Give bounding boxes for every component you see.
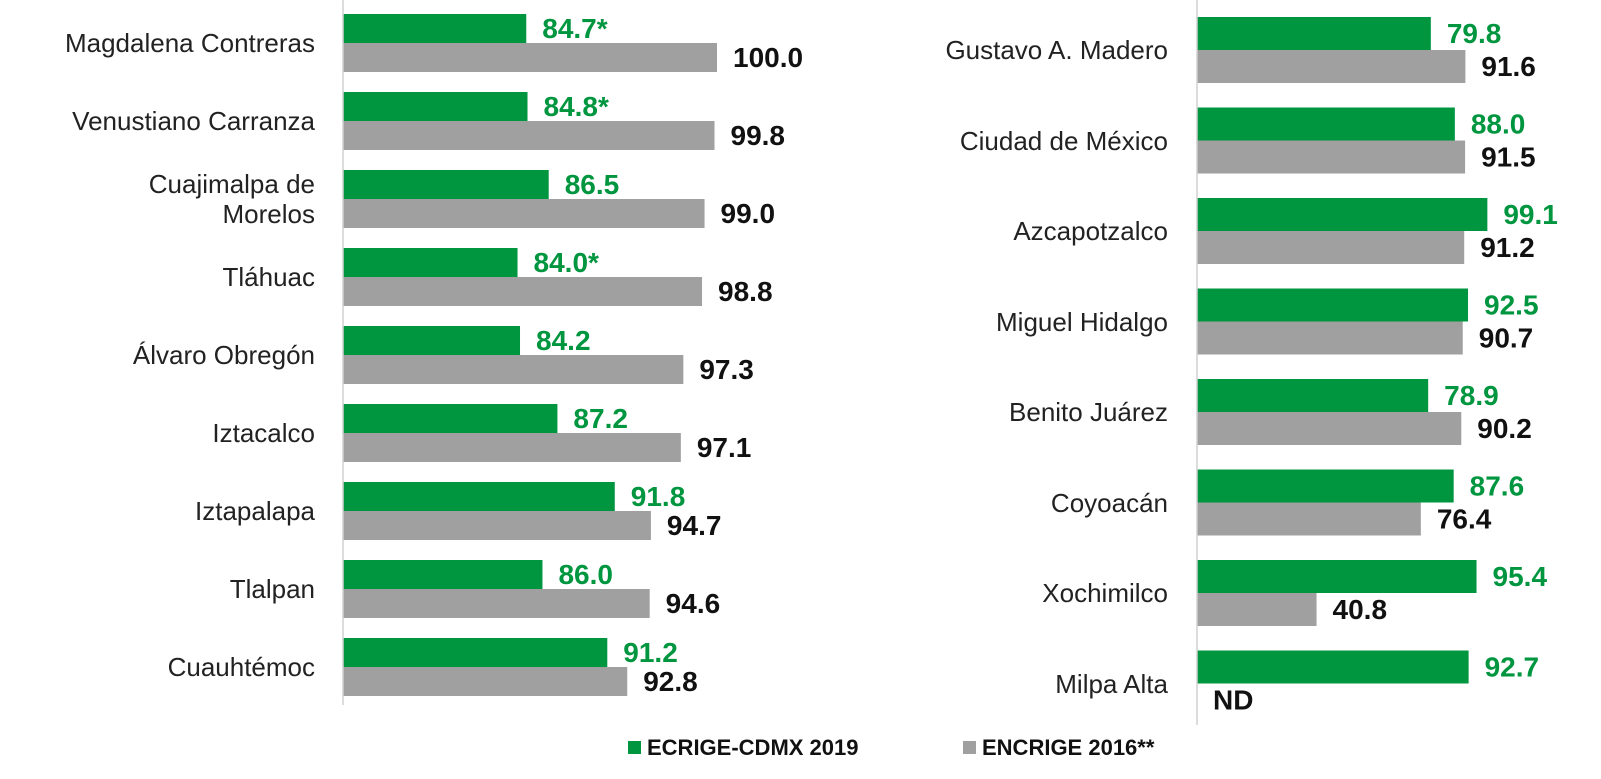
category-label: Álvaro Obregón — [132, 340, 315, 370]
legend-label: ENCRIGE 2016** — [982, 735, 1155, 760]
bar — [1197, 321, 1463, 355]
value-label: 91.5 — [1481, 141, 1536, 172]
value-label: 90.7 — [1479, 322, 1534, 353]
value-label: 84.2 — [536, 325, 591, 356]
category-label: Cuauhtémoc — [167, 652, 315, 682]
value-label: 97.1 — [697, 432, 752, 463]
bar — [343, 560, 543, 589]
category-label: Ciudad de México — [959, 125, 1168, 156]
bar — [343, 355, 684, 384]
bar — [1197, 560, 1477, 593]
bar — [1197, 17, 1431, 50]
bar — [1197, 502, 1421, 536]
value-label: 84.7* — [542, 13, 607, 44]
value-label: 92.7 — [1485, 651, 1540, 682]
category-label: Gustavo A. Madero — [945, 35, 1168, 65]
value-label: 79.8 — [1447, 18, 1502, 49]
bar — [343, 482, 615, 511]
value-label: 94.7 — [667, 510, 722, 541]
category-label: Iztapalapa — [195, 496, 315, 526]
value-label: 86.0 — [558, 559, 613, 590]
bar — [1197, 469, 1454, 503]
value-label: 94.6 — [666, 588, 721, 619]
bar — [1197, 231, 1465, 264]
category-label: Tláhuac — [222, 262, 316, 292]
bar — [343, 14, 527, 43]
bar — [343, 43, 717, 72]
category-label: Milpa Alta — [1055, 668, 1168, 699]
bar — [343, 248, 518, 277]
legend-label: ECRIGE-CDMX 2019 — [647, 735, 859, 760]
value-label: 98.8 — [718, 276, 773, 307]
bar — [343, 667, 628, 696]
legend-swatch — [628, 741, 641, 754]
value-label: 99.8 — [731, 120, 786, 151]
category-label: Coyoacán — [1050, 487, 1168, 518]
value-label: 99.1 — [1503, 199, 1558, 230]
category-label: Xochimilco — [1042, 578, 1168, 608]
value-label: 88.0 — [1471, 108, 1526, 139]
value-label: 100.0 — [733, 42, 803, 73]
bar — [1197, 650, 1469, 684]
bar — [1197, 50, 1466, 83]
value-label: 95.4 — [1493, 561, 1548, 592]
category-label: Iztacalco — [212, 418, 315, 448]
value-label: 91.2 — [1480, 232, 1535, 263]
bar — [343, 121, 715, 150]
bar — [1197, 412, 1462, 445]
bar — [343, 92, 528, 121]
value-label: 84.8* — [544, 91, 609, 122]
bar — [343, 170, 549, 199]
bar — [1197, 288, 1469, 322]
bar — [343, 404, 558, 433]
category-label: Benito Juárez — [1009, 397, 1168, 427]
value-label: 91.6 — [1481, 51, 1536, 82]
value-label: 90.2 — [1477, 413, 1532, 444]
value-label: 78.9 — [1444, 380, 1499, 411]
bar — [343, 638, 608, 667]
value-label: 91.2 — [623, 637, 678, 668]
legend-swatch — [963, 741, 976, 754]
bar — [343, 589, 650, 618]
category-label: Miguel Hidalgo — [996, 306, 1168, 337]
bar — [343, 277, 703, 306]
bar — [1197, 140, 1466, 174]
value-label: 91.8 — [631, 481, 686, 512]
bar — [343, 199, 705, 228]
bar — [1197, 593, 1317, 626]
value-label: ND — [1213, 684, 1253, 715]
value-label: 84.0* — [534, 247, 599, 278]
bar — [343, 511, 651, 540]
bar — [1197, 379, 1429, 412]
bar — [343, 326, 521, 355]
category-label: Tlalpan — [229, 574, 315, 604]
category-label: Magdalena Contreras — [64, 28, 315, 58]
value-label: 87.2 — [573, 403, 628, 434]
category-label: Cuajimalpa de Morelos — [148, 169, 315, 229]
value-label: 97.3 — [699, 354, 754, 385]
value-label: 87.6 — [1470, 470, 1525, 501]
value-label: 76.4 — [1437, 503, 1492, 534]
bar — [1197, 198, 1488, 231]
category-label: Venustiano Carranza — [72, 106, 315, 136]
value-label: 99.0 — [721, 198, 776, 229]
category-label: Azcapotzalco — [1013, 216, 1168, 246]
bar — [343, 433, 681, 462]
value-label: 92.8 — [643, 666, 698, 697]
value-label: 92.5 — [1484, 289, 1539, 320]
value-label: 40.8 — [1333, 594, 1388, 625]
bar — [1197, 107, 1455, 141]
value-label: 86.5 — [565, 169, 620, 200]
